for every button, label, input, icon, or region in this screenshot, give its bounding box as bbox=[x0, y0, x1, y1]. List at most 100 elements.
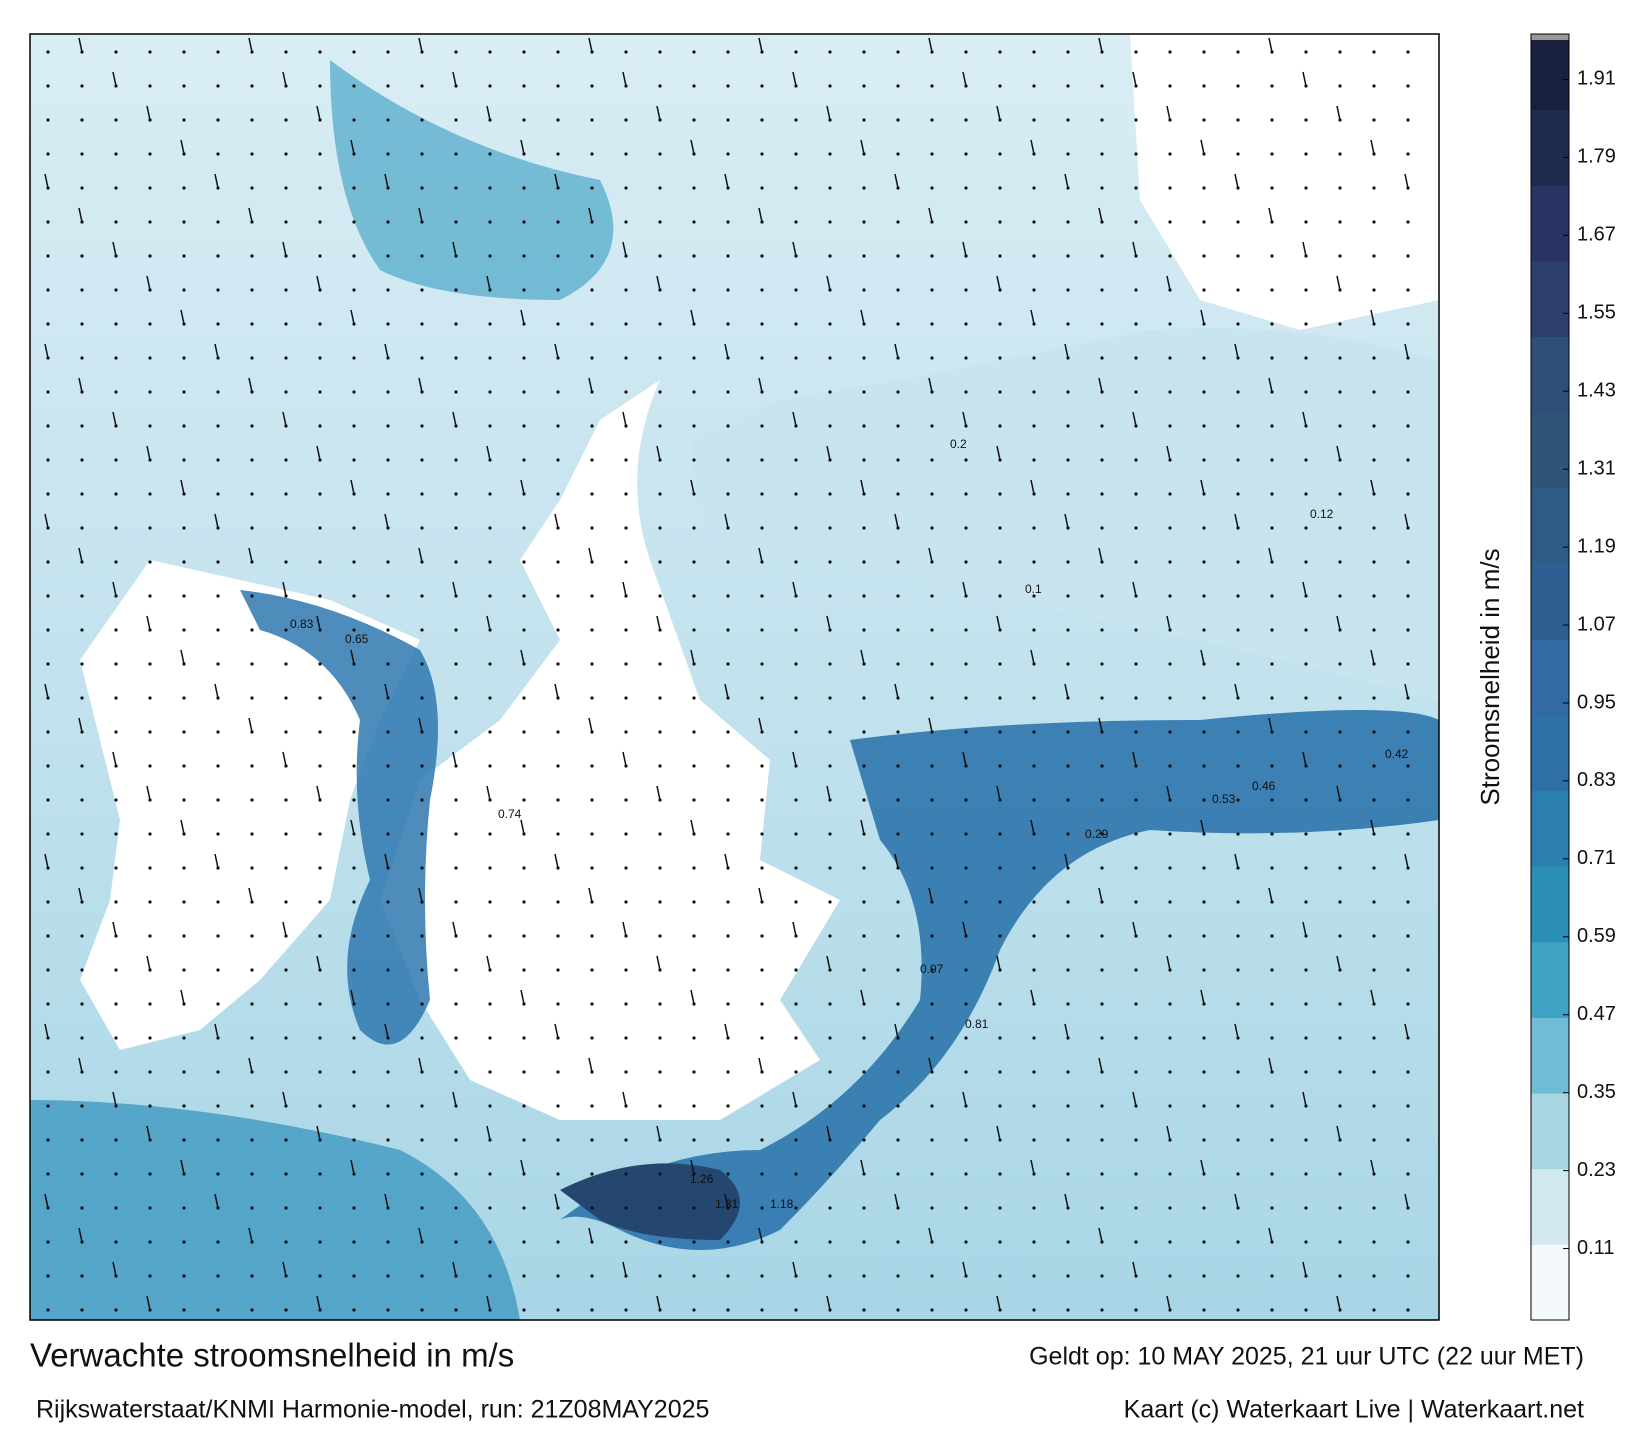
vector-dot bbox=[726, 152, 730, 156]
vector-dot bbox=[1032, 934, 1036, 938]
vector-dot bbox=[488, 560, 492, 564]
vector-dot bbox=[454, 220, 458, 224]
vector-dot bbox=[318, 1274, 322, 1278]
vector-arrow bbox=[690, 819, 695, 835]
vector-dot bbox=[760, 492, 764, 496]
vector-dot bbox=[148, 696, 152, 700]
vector-arrow bbox=[214, 1193, 219, 1209]
vector-dot bbox=[1134, 526, 1138, 530]
vector-dot bbox=[1406, 1172, 1410, 1176]
vector-dot bbox=[760, 322, 764, 326]
vector-dot bbox=[1134, 730, 1138, 734]
vector-dot bbox=[488, 594, 492, 598]
vector-dot bbox=[658, 1070, 662, 1074]
vector-dot bbox=[1100, 152, 1104, 156]
vector-dot bbox=[284, 866, 288, 870]
vector-arrow bbox=[520, 309, 525, 325]
vector-dot bbox=[1202, 798, 1206, 802]
vector-dot bbox=[1338, 254, 1342, 258]
vector-arrow bbox=[316, 105, 321, 121]
vector-dot bbox=[794, 866, 798, 870]
vector-dot bbox=[182, 1036, 186, 1040]
vector-dot bbox=[862, 764, 866, 768]
vector-dot bbox=[1032, 220, 1036, 224]
vector-dot bbox=[624, 152, 628, 156]
vector-dot bbox=[930, 662, 934, 666]
vector-dot bbox=[692, 458, 696, 462]
vector-arrow bbox=[1336, 785, 1341, 801]
vector-dot bbox=[794, 1240, 798, 1244]
point-label: 0.2 bbox=[950, 437, 967, 451]
vector-dot bbox=[46, 628, 50, 632]
vector-arrow bbox=[384, 343, 389, 359]
vector-dot bbox=[454, 458, 458, 462]
vector-arrow bbox=[962, 71, 967, 87]
vector-dot bbox=[1202, 186, 1206, 190]
vector-dot bbox=[760, 526, 764, 530]
vector-dot bbox=[590, 1172, 594, 1176]
vector-dot bbox=[488, 1274, 492, 1278]
colorbar-tick-label: 0.11 bbox=[1577, 1237, 1614, 1259]
point-label: 1.26 bbox=[690, 1172, 714, 1186]
vector-dot bbox=[352, 866, 356, 870]
colorbar bbox=[1531, 34, 1569, 1321]
vector-dot bbox=[318, 84, 322, 88]
vector-arrow bbox=[112, 411, 117, 427]
vector-dot bbox=[1100, 254, 1104, 258]
vector-dot bbox=[828, 764, 832, 768]
vector-dot bbox=[1304, 560, 1308, 564]
vector-arrow bbox=[44, 1023, 49, 1039]
vector-dot bbox=[930, 1104, 934, 1108]
vector-dot bbox=[488, 764, 492, 768]
vector-dot bbox=[726, 1104, 730, 1108]
vector-dot bbox=[216, 152, 220, 156]
vector-dot bbox=[692, 934, 696, 938]
vector-dot bbox=[216, 492, 220, 496]
vector-dot bbox=[250, 1036, 254, 1040]
vector-dot bbox=[1338, 526, 1342, 530]
vector-dot bbox=[1236, 118, 1240, 122]
vector-dot bbox=[1202, 458, 1206, 462]
vector-arrow bbox=[690, 1159, 695, 1175]
vector-dot bbox=[352, 186, 356, 190]
vector-dot bbox=[114, 1070, 118, 1074]
vector-dot bbox=[556, 118, 560, 122]
vector-dot bbox=[488, 934, 492, 938]
vector-dot bbox=[794, 730, 798, 734]
vector-dot bbox=[318, 254, 322, 258]
vector-dot bbox=[794, 50, 798, 54]
vector-dot bbox=[1236, 152, 1240, 156]
vector-dot bbox=[1168, 1206, 1172, 1210]
colorbar-band bbox=[1531, 1017, 1569, 1094]
vector-dot bbox=[216, 458, 220, 462]
vector-arrow bbox=[1064, 683, 1069, 699]
vector-dot bbox=[1066, 628, 1070, 632]
vector-dot bbox=[148, 390, 152, 394]
vector-dot bbox=[726, 968, 730, 972]
vector-dot bbox=[1304, 118, 1308, 122]
vector-dot bbox=[216, 390, 220, 394]
vector-dot bbox=[964, 526, 968, 530]
vector-dot bbox=[624, 1036, 628, 1040]
vector-dot bbox=[760, 84, 764, 88]
vector-dot bbox=[556, 220, 560, 224]
vector-arrow bbox=[554, 1193, 559, 1209]
point-label: 1.31 bbox=[715, 1197, 739, 1211]
vector-dot bbox=[1032, 526, 1036, 530]
vector-dot bbox=[1304, 1308, 1308, 1312]
vector-dot bbox=[1168, 526, 1172, 530]
vector-dot bbox=[386, 934, 390, 938]
vector-dot bbox=[284, 1002, 288, 1006]
vector-dot bbox=[114, 390, 118, 394]
vector-arrow bbox=[622, 1261, 627, 1277]
vector-dot bbox=[896, 1308, 900, 1312]
vector-dot bbox=[624, 1138, 628, 1142]
vector-dot bbox=[1134, 390, 1138, 394]
vector-dot bbox=[1372, 764, 1376, 768]
vector-dot bbox=[182, 1104, 186, 1108]
vector-dot bbox=[896, 492, 900, 496]
vector-dot bbox=[80, 152, 84, 156]
vector-dot bbox=[930, 798, 934, 802]
vector-dot bbox=[896, 764, 900, 768]
vector-dot bbox=[182, 526, 186, 530]
